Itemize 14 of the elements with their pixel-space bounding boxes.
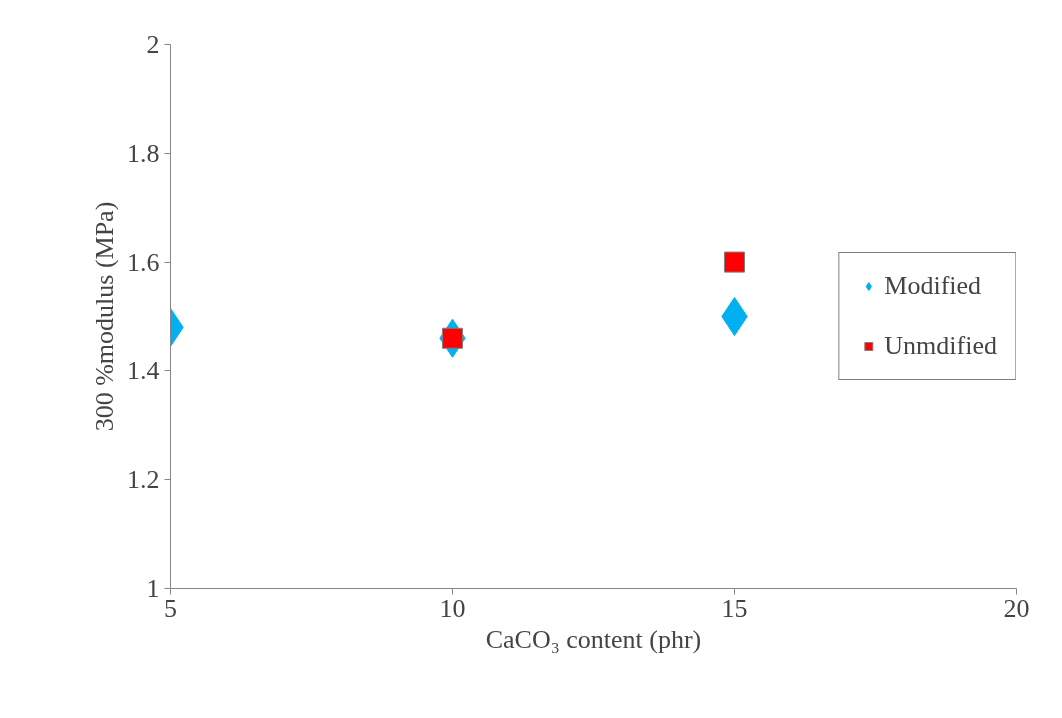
x-axis-title: CaCO₃ content (phr) (485, 624, 702, 654)
x-tick-label: 10 (439, 593, 466, 623)
x-tick-label: 15 (721, 593, 748, 623)
y-tick-label: 2 (146, 30, 160, 59)
legend-label: Unmdified (884, 331, 997, 361)
y-axis-title: 300 %modulus (MPa) (90, 201, 119, 432)
x-tick-label: 20 (1003, 593, 1030, 623)
legend-label: Modified (884, 271, 982, 301)
y-tick-label: 1.8 (127, 138, 160, 168)
y-tick-label: 1.4 (127, 356, 160, 386)
y-tick-label: 1 (146, 574, 160, 603)
x-tick-label: 5 (164, 593, 177, 623)
y-tick-label: 1.6 (127, 247, 160, 277)
y-tick-label: 1.2 (127, 465, 160, 495)
